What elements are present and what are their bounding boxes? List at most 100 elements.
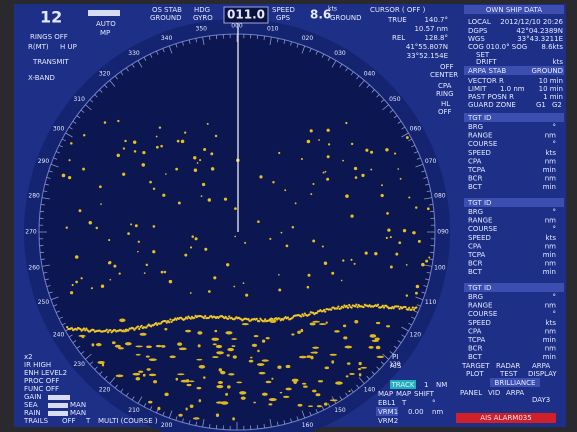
bearing-label: 220 (99, 386, 111, 393)
label: 33°43.3211E (517, 35, 563, 43)
land-echo (124, 342, 132, 346)
echo (194, 237, 198, 241)
rim-tick (50, 163, 59, 168)
rim-tick (415, 296, 424, 301)
coast-echo (259, 317, 262, 320)
bearing-label: 290 (38, 158, 50, 165)
rim-tick (58, 316, 63, 320)
land-echo (318, 323, 327, 326)
echo (189, 292, 192, 294)
echo (370, 150, 374, 154)
land-echo (261, 339, 266, 343)
land-echo (227, 385, 231, 389)
coast-echo (303, 312, 306, 315)
rim-tick (371, 371, 375, 375)
echo (70, 291, 74, 295)
label: MAN (70, 401, 86, 409)
label: TRACK (391, 381, 415, 389)
rim-tick (41, 197, 50, 200)
echo (100, 284, 105, 288)
rim-tick (99, 371, 103, 375)
land-echo (325, 321, 328, 324)
label: GROUND (531, 67, 563, 75)
echo (354, 176, 358, 179)
label: GROUND (330, 14, 362, 22)
echo (402, 228, 407, 233)
section-header (464, 5, 564, 14)
land-echo (324, 366, 330, 370)
echo (318, 139, 320, 141)
echo (321, 245, 324, 248)
label: RANGE (468, 302, 492, 310)
echo (99, 185, 102, 189)
label: RANGE (468, 217, 492, 225)
land-echo (317, 380, 324, 383)
coast-echo (85, 327, 88, 330)
echo (353, 262, 356, 265)
rim-tick (389, 109, 394, 113)
land-echo (146, 368, 151, 371)
coast-echo (258, 320, 261, 323)
label: ° (553, 293, 557, 301)
label: BCR (468, 345, 483, 353)
bearing-label: 230 (73, 361, 85, 368)
coast-echo (392, 307, 395, 310)
bearing-label: 260 (28, 264, 40, 271)
rim-tick (168, 45, 173, 54)
land-echo (101, 363, 105, 367)
label: ° (553, 225, 557, 233)
rim-tick (276, 38, 279, 43)
echo (300, 157, 303, 161)
label: 140.7° (424, 16, 448, 24)
land-echo (164, 392, 169, 397)
land-echo (177, 373, 185, 376)
label: PAST POSN R (468, 93, 514, 101)
coast-echo (337, 305, 340, 308)
echo (134, 224, 138, 228)
bearing-label: 250 (38, 299, 50, 306)
label: OFF (440, 63, 454, 71)
rim-tick (149, 53, 153, 58)
coast-echo (255, 317, 258, 320)
land-echo (306, 355, 312, 358)
section-header (464, 198, 564, 207)
land-echo (261, 359, 269, 362)
echo (160, 144, 163, 148)
land-echo (211, 337, 220, 341)
coast-echo (412, 308, 416, 311)
echo (74, 255, 79, 259)
label: 8.6kts (541, 43, 563, 51)
rim-tick (376, 94, 380, 98)
coast-echo (308, 313, 311, 316)
rim-tick (296, 416, 299, 421)
land-echo (186, 383, 192, 387)
rim-tick (380, 99, 385, 103)
land-echo (215, 413, 220, 417)
land-echo (155, 344, 162, 348)
land-echo (298, 355, 307, 359)
land-echo (236, 381, 243, 384)
land-echo (146, 345, 152, 349)
label: min (543, 268, 556, 276)
label: nm (545, 260, 556, 268)
land-echo (301, 382, 307, 385)
echo (342, 259, 345, 262)
rim-tick (424, 264, 433, 267)
section-header (464, 283, 564, 292)
echo (155, 145, 159, 149)
label: HDG (194, 6, 210, 14)
rim-tick (345, 392, 349, 397)
coast-echo (154, 322, 158, 325)
label: GAIN (24, 393, 42, 401)
coast-echo (105, 328, 108, 331)
label: G2 (552, 101, 562, 109)
land-echo (314, 351, 318, 354)
coast-echo (330, 308, 333, 311)
land-echo (216, 384, 224, 389)
land-echo (138, 370, 144, 373)
rim-tick (76, 115, 81, 119)
rim-tick (61, 138, 66, 142)
echo (291, 226, 295, 229)
coast-echo (397, 305, 400, 308)
land-echo (334, 330, 340, 333)
